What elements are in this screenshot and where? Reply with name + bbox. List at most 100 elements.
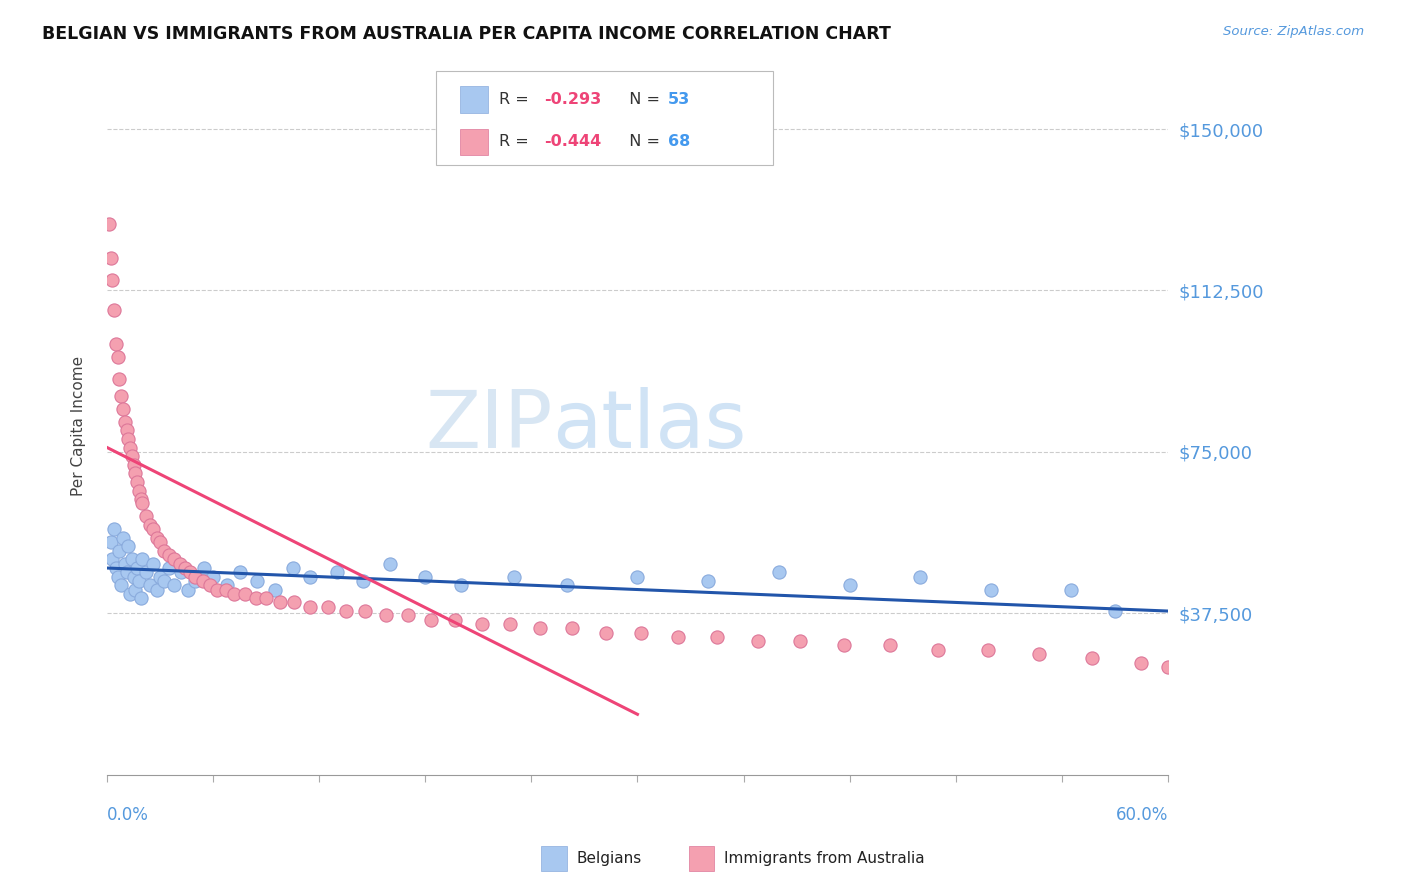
Point	[124, 467, 146, 481]
Point	[170, 566, 193, 580]
Point	[163, 578, 186, 592]
Point	[471, 617, 494, 632]
Text: -0.444: -0.444	[544, 135, 602, 150]
Point	[316, 599, 339, 614]
Point	[108, 543, 131, 558]
Text: Belgians: Belgians	[576, 851, 641, 865]
Text: R =: R =	[499, 135, 534, 150]
Point	[124, 582, 146, 597]
Point	[152, 574, 174, 588]
Point	[233, 587, 256, 601]
Point	[214, 582, 236, 597]
Point	[100, 535, 122, 549]
Point	[281, 561, 304, 575]
Point	[138, 578, 160, 592]
Point	[630, 625, 652, 640]
Point	[145, 531, 167, 545]
Point	[879, 639, 901, 653]
Point	[626, 569, 648, 583]
Point	[122, 569, 145, 583]
Point	[184, 569, 207, 583]
Point	[142, 557, 165, 571]
Point	[499, 617, 522, 632]
Point	[107, 569, 129, 583]
Point	[127, 561, 149, 575]
Point	[1028, 647, 1050, 661]
Text: 60.0%: 60.0%	[1115, 806, 1168, 824]
Point	[122, 458, 145, 472]
Text: -0.293: -0.293	[544, 92, 602, 107]
Point	[120, 441, 142, 455]
Point	[254, 591, 277, 606]
Point	[149, 569, 172, 583]
Point	[129, 591, 152, 606]
Point	[177, 582, 200, 597]
Point	[697, 574, 720, 588]
Point	[269, 595, 291, 609]
Text: N =: N =	[619, 135, 665, 150]
Point	[108, 372, 131, 386]
Point	[666, 630, 689, 644]
Point	[115, 423, 138, 437]
Point	[101, 273, 124, 287]
Text: ZIP: ZIP	[425, 387, 553, 465]
Point	[299, 599, 322, 614]
Point	[131, 552, 153, 566]
Point	[121, 552, 143, 566]
Point	[1157, 660, 1180, 674]
Point	[179, 566, 201, 580]
Text: 68: 68	[668, 135, 690, 150]
Text: Immigrants from Australia: Immigrants from Australia	[724, 851, 925, 865]
Point	[97, 217, 120, 231]
Text: R =: R =	[499, 92, 534, 107]
Point	[157, 548, 180, 562]
Point	[157, 561, 180, 575]
Point	[444, 613, 467, 627]
Text: atlas: atlas	[553, 387, 747, 465]
Point	[110, 578, 132, 592]
Text: 53: 53	[668, 92, 690, 107]
Point	[145, 582, 167, 597]
Point	[163, 552, 186, 566]
Point	[980, 582, 1002, 597]
Point	[128, 574, 150, 588]
Point	[217, 578, 239, 592]
Point	[245, 591, 267, 606]
Point	[114, 557, 136, 571]
Point	[768, 566, 790, 580]
Point	[1059, 582, 1081, 597]
Point	[352, 574, 374, 588]
Point	[142, 522, 165, 536]
Point	[169, 557, 191, 571]
Point	[335, 604, 357, 618]
Text: 0.0%: 0.0%	[107, 806, 149, 824]
Point	[193, 561, 215, 575]
Point	[184, 574, 207, 588]
Point	[834, 639, 856, 653]
Point	[121, 449, 143, 463]
Point	[354, 604, 377, 618]
Point	[111, 401, 134, 416]
Point	[413, 569, 436, 583]
Point	[595, 625, 617, 640]
Point	[205, 582, 228, 597]
Point	[375, 608, 398, 623]
Point	[104, 337, 127, 351]
Point	[378, 557, 401, 571]
Point	[450, 578, 472, 592]
Point	[555, 578, 578, 592]
Y-axis label: Per Capita Income: Per Capita Income	[72, 356, 86, 496]
Point	[114, 415, 136, 429]
Point	[224, 587, 246, 601]
Point	[502, 569, 524, 583]
Point	[927, 642, 949, 657]
Point	[246, 574, 269, 588]
Point	[299, 569, 322, 583]
Point	[202, 569, 225, 583]
Point	[747, 634, 769, 648]
Point	[135, 566, 157, 580]
Point	[1130, 656, 1153, 670]
Point	[838, 578, 860, 592]
Point	[264, 582, 287, 597]
Point	[107, 350, 129, 364]
